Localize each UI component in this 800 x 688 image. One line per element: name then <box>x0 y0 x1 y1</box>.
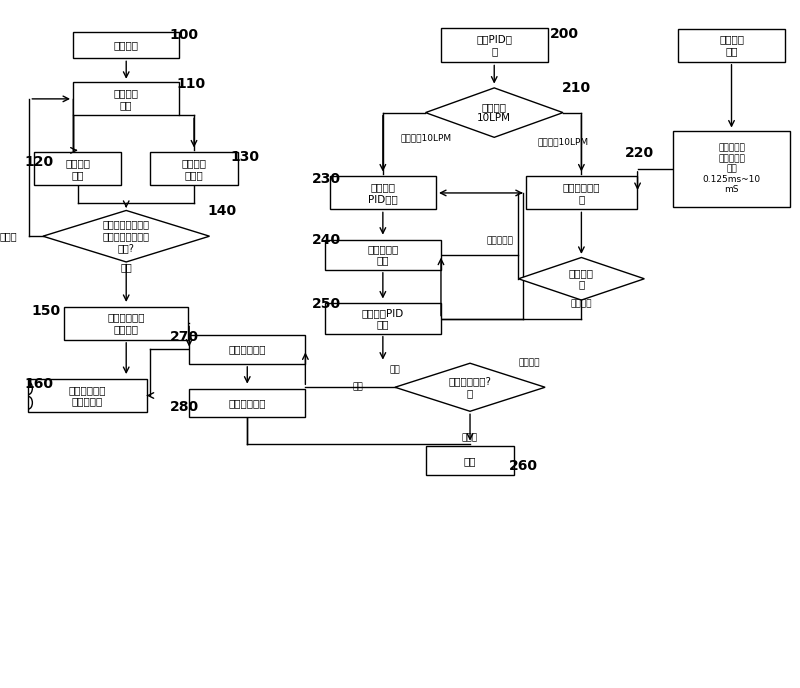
Text: 150: 150 <box>31 304 60 318</box>
Text: 250: 250 <box>312 297 342 311</box>
FancyBboxPatch shape <box>426 447 514 475</box>
Text: 100: 100 <box>170 28 199 42</box>
Text: 根据阀特性
调整推抗时
间从
0.125ms~10
mS: 根据阀特性 调整推抗时 间从 0.125ms~10 mS <box>702 144 761 194</box>
Text: 160: 160 <box>25 377 54 391</box>
FancyBboxPatch shape <box>189 389 306 418</box>
Text: 工程菜单: 工程菜单 <box>114 41 138 50</box>
Text: 设定阀门
开度: 设定阀门 开度 <box>66 158 90 180</box>
Text: 200: 200 <box>550 27 578 41</box>
Text: 140: 140 <box>207 204 237 218</box>
Text: 220: 220 <box>625 146 654 160</box>
Text: 读取阀门数据: 读取阀门数据 <box>229 345 266 354</box>
FancyBboxPatch shape <box>64 307 188 340</box>
Text: 推抗未完成: 推抗未完成 <box>486 237 514 246</box>
Text: 阀门曲线
校准: 阀门曲线 校准 <box>114 88 138 109</box>
Text: 需要: 需要 <box>353 383 363 391</box>
Text: 返回: 返回 <box>464 455 476 466</box>
Text: 监测传感器
流量: 监测传感器 流量 <box>367 244 398 266</box>
Text: 流量大于10LPM: 流量大于10LPM <box>400 133 451 142</box>
FancyBboxPatch shape <box>34 153 122 185</box>
Text: 需要: 需要 <box>389 365 400 374</box>
FancyBboxPatch shape <box>526 176 637 209</box>
FancyBboxPatch shape <box>189 335 306 364</box>
FancyBboxPatch shape <box>73 83 179 116</box>
Text: 需要调节阀门?
否: 需要调节阀门? 否 <box>449 376 491 398</box>
FancyBboxPatch shape <box>325 239 441 270</box>
Text: 260: 260 <box>509 459 538 473</box>
FancyBboxPatch shape <box>150 153 238 185</box>
Polygon shape <box>518 257 644 300</box>
FancyBboxPatch shape <box>441 28 547 63</box>
Text: 130: 130 <box>231 150 260 164</box>
Text: 阀门开度和监测流
量对应关系建立完
成否?: 阀门开度和监测流 量对应关系建立完 成否? <box>102 219 150 252</box>
Text: 控制阀门动作: 控制阀门动作 <box>229 398 266 408</box>
Text: 进入流量
PID控制: 进入流量 PID控制 <box>368 182 398 204</box>
Text: 240: 240 <box>312 233 342 246</box>
Text: 大电流推抗控
制: 大电流推抗控 制 <box>562 182 600 204</box>
Text: 210: 210 <box>562 81 591 95</box>
Text: 完成: 完成 <box>120 262 132 272</box>
Text: 反馈调节: 反馈调节 <box>518 358 540 367</box>
Text: 270: 270 <box>170 330 199 344</box>
Text: 110: 110 <box>177 78 206 92</box>
Text: 280: 280 <box>170 400 199 414</box>
FancyBboxPatch shape <box>28 379 146 412</box>
Text: 计算流量PID
参量: 计算流量PID 参量 <box>362 308 404 330</box>
FancyBboxPatch shape <box>325 303 441 334</box>
Polygon shape <box>43 211 210 262</box>
Text: 推抗时间
调节: 推抗时间 调节 <box>719 34 744 56</box>
Text: 流量PID控
制: 流量PID控 制 <box>476 34 512 56</box>
Text: 120: 120 <box>25 155 54 169</box>
Text: 推抗完成: 推抗完成 <box>570 300 592 309</box>
Text: 230: 230 <box>312 172 341 186</box>
Text: 流量大于
10LPM: 流量大于 10LPM <box>478 102 511 123</box>
FancyBboxPatch shape <box>330 176 436 209</box>
Text: 量程对应关系
存入内存: 量程对应关系 存入内存 <box>107 312 145 334</box>
Polygon shape <box>395 363 545 411</box>
Text: 流量小于10LPM: 流量小于10LPM <box>538 137 589 146</box>
Text: 阀门与流速对
应关系查表: 阀门与流速对 应关系查表 <box>69 385 106 407</box>
FancyBboxPatch shape <box>674 131 790 206</box>
Text: 监测传感
器流量: 监测传感 器流量 <box>182 158 206 180</box>
FancyBboxPatch shape <box>73 32 179 58</box>
Text: 未完成: 未完成 <box>0 231 17 241</box>
Text: 不需要: 不需要 <box>462 433 478 442</box>
FancyBboxPatch shape <box>678 29 785 62</box>
Text: 推抗时间
到: 推抗时间 到 <box>569 268 594 290</box>
Polygon shape <box>426 88 563 138</box>
